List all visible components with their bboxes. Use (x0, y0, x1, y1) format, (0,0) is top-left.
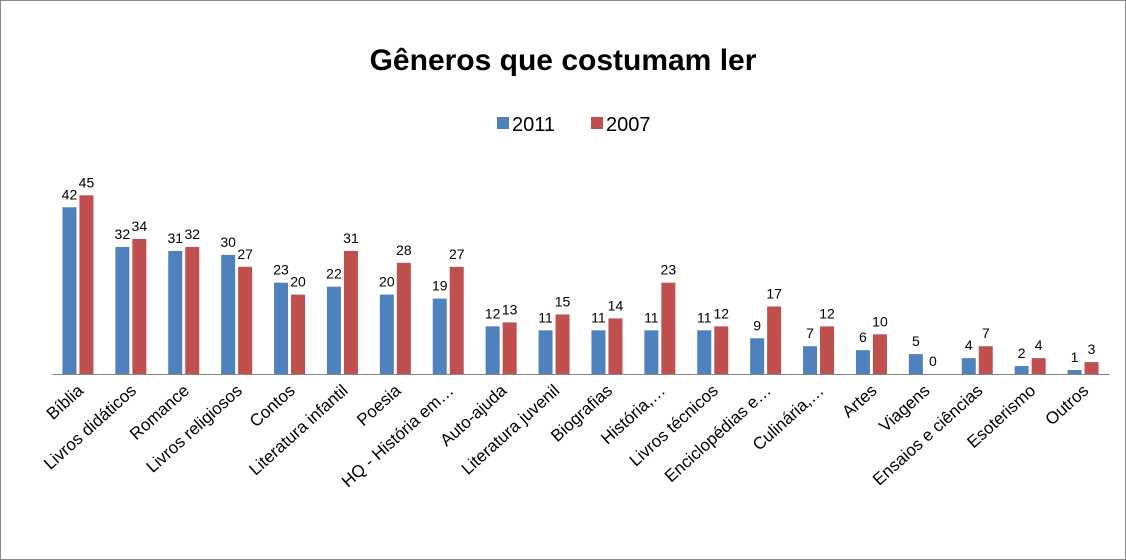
bar (132, 239, 147, 374)
data-label: 7 (806, 325, 814, 341)
data-label: 17 (766, 286, 782, 302)
data-label: 22 (326, 266, 342, 282)
data-label: 9 (753, 317, 761, 333)
bar (238, 266, 253, 374)
data-label: 2 (1018, 345, 1026, 361)
data-label: 5 (912, 333, 920, 349)
bar (449, 266, 464, 374)
data-label: 6 (859, 329, 867, 345)
data-label: 4 (1035, 337, 1043, 353)
data-label: 31 (343, 230, 359, 246)
bar (396, 262, 411, 374)
data-label: 11 (697, 309, 712, 325)
bar (820, 326, 835, 374)
bar (343, 250, 358, 374)
bar (803, 346, 818, 374)
data-label: 3 (1088, 341, 1096, 357)
data-label: 30 (220, 234, 236, 250)
data-label: 31 (167, 230, 183, 246)
bar (767, 306, 782, 374)
bar (1014, 366, 1029, 374)
bar (855, 350, 870, 374)
legend-label: 2011 (512, 114, 555, 136)
data-label: 42 (62, 186, 78, 202)
bar (185, 246, 200, 374)
bar (538, 330, 553, 374)
data-label: 23 (273, 262, 289, 278)
data-label: 19 (432, 278, 448, 294)
data-label: 45 (79, 174, 95, 190)
data-label: 28 (396, 242, 412, 258)
bar (750, 338, 765, 374)
data-label: 34 (132, 218, 148, 234)
bar (714, 326, 729, 374)
bar (872, 334, 887, 374)
legend-label: 2007 (606, 114, 651, 136)
bar (79, 195, 94, 374)
data-label: 32 (184, 226, 200, 242)
data-label: 12 (485, 305, 501, 321)
data-label: 4 (965, 337, 973, 353)
bar (1067, 370, 1082, 374)
data-label: 10 (872, 313, 888, 329)
bar (961, 358, 976, 374)
data-label: 20 (379, 274, 395, 290)
bar (697, 330, 712, 374)
data-label: 14 (608, 297, 624, 313)
data-label: 11 (644, 309, 659, 325)
data-label: 7 (982, 325, 990, 341)
bar (908, 354, 923, 374)
bar (432, 298, 447, 374)
bar (644, 330, 659, 374)
bar (661, 282, 676, 374)
bar (1084, 362, 1099, 374)
bar (978, 346, 993, 374)
bar (485, 326, 500, 374)
chart-title: Gêneros que costumam ler (370, 44, 757, 77)
legend-swatch (497, 117, 509, 129)
bar (291, 294, 306, 374)
bar (379, 294, 394, 374)
bar (168, 250, 183, 374)
bar (115, 246, 130, 374)
data-label: 11 (591, 309, 606, 325)
bar (502, 322, 517, 374)
bar (608, 318, 623, 374)
data-label: 23 (661, 262, 677, 278)
data-label: 1 (1071, 349, 1079, 365)
data-label: 0 (929, 353, 937, 369)
data-label: 13 (502, 301, 518, 317)
data-label: 32 (115, 226, 131, 242)
bar (591, 330, 606, 374)
bar (555, 314, 570, 374)
bar (274, 282, 289, 374)
data-label: 20 (290, 274, 306, 290)
bar (326, 286, 341, 374)
bar (221, 254, 236, 374)
data-label: 11 (538, 309, 553, 325)
bar (62, 207, 77, 374)
bar (1031, 358, 1046, 374)
data-label: 15 (555, 293, 571, 309)
data-label: 12 (819, 305, 835, 321)
data-label: 27 (237, 246, 253, 262)
legend-swatch (591, 117, 603, 129)
data-label: 27 (449, 246, 465, 262)
data-label: 12 (713, 305, 729, 321)
